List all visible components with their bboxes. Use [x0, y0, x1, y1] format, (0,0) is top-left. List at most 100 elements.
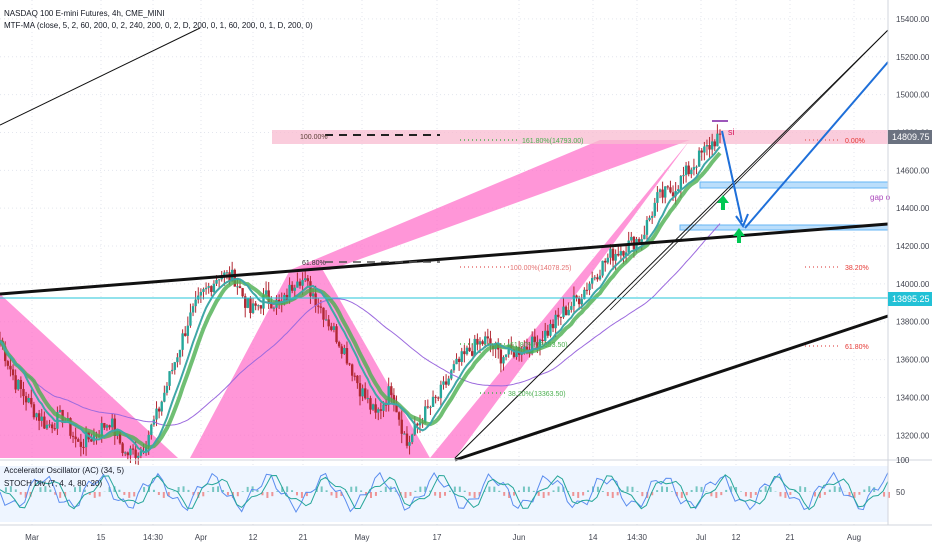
candle-body	[374, 404, 376, 412]
ac-histogram-bar	[153, 490, 155, 492]
candle-body	[437, 398, 439, 399]
ac-histogram-bar	[291, 490, 293, 492]
candle-body	[22, 389, 24, 396]
candle-body	[12, 369, 14, 375]
candle-body	[254, 303, 256, 305]
candle-body	[163, 393, 165, 402]
candle-body	[547, 331, 549, 336]
ac-histogram-bar	[656, 490, 658, 492]
ac-histogram-bar	[286, 486, 288, 492]
ac-histogram-bar	[202, 492, 204, 496]
ac-histogram-bar	[187, 490, 189, 492]
ac-histogram-bar	[582, 492, 584, 495]
candle-body	[207, 286, 209, 288]
ac-histogram-bar	[883, 492, 885, 497]
candle-body	[150, 425, 152, 435]
ac-histogram-bar	[370, 492, 372, 498]
candle-body	[661, 190, 663, 198]
candle-body	[296, 282, 298, 288]
candle-body	[327, 319, 329, 326]
candle-body	[620, 251, 622, 255]
candle-body	[596, 277, 598, 279]
candle-body	[82, 447, 84, 448]
indicator-legend[interactable]: MTF-MA (close, 5, 2, 60, 200, 0, 2, 240,…	[4, 21, 313, 30]
candle-body	[38, 413, 40, 421]
fib-label-zero: 0.00%	[845, 138, 865, 145]
ac-histogram-bar	[548, 492, 550, 496]
candle-body	[682, 175, 684, 176]
ac-histogram-bar	[587, 490, 589, 492]
candle-body	[641, 239, 643, 242]
candle-body	[453, 364, 455, 370]
candle-body	[257, 305, 259, 306]
ac-histogram-bar	[20, 492, 22, 495]
candle-body	[291, 285, 293, 291]
candle-body	[706, 145, 708, 146]
ac-histogram-bar	[631, 487, 633, 492]
candle-body	[695, 167, 697, 168]
ac-histogram-bar	[868, 486, 870, 492]
candle-body	[664, 186, 666, 197]
candle-body	[54, 428, 56, 429]
candle-body	[638, 239, 640, 242]
candle-body	[401, 420, 403, 434]
stoch-indicator-label[interactable]: STOCH Div (7, 4, 4, 80, 20)	[4, 479, 102, 488]
candle-body	[181, 333, 183, 350]
ac-histogram-bar	[572, 492, 574, 496]
candle-body	[317, 306, 319, 307]
candle-body	[218, 279, 220, 280]
foreground-drawings: 100.00%161.80%(14793.00)0.00%61.80%100.0…	[0, 28, 891, 460]
candle-body	[338, 342, 340, 346]
candle-body	[294, 288, 296, 291]
ac-histogram-bar	[804, 487, 806, 492]
candle-body	[502, 357, 504, 363]
candle-body	[406, 434, 408, 446]
ac-histogram-bar	[143, 487, 145, 492]
candle-body	[601, 261, 603, 276]
ac-histogram-bar	[503, 492, 505, 496]
ac-histogram-bar	[301, 492, 303, 498]
candle-body	[134, 450, 136, 458]
candle-body	[124, 452, 126, 453]
candle-body	[27, 398, 29, 402]
candle-body	[562, 307, 564, 318]
time-tick-label: 21	[299, 533, 308, 542]
candle-body	[612, 249, 614, 261]
ac-histogram-bar	[784, 492, 786, 498]
ac-histogram-bar	[375, 492, 377, 496]
blue-arrow-up	[745, 62, 888, 228]
candle-body	[656, 192, 658, 203]
candle-body	[703, 146, 705, 152]
ac-histogram-bar	[834, 486, 836, 492]
candle-body	[90, 439, 92, 441]
ac-histogram-bar	[602, 491, 604, 492]
ac-histogram-bar	[227, 492, 229, 495]
candle-body	[659, 190, 661, 193]
fib-label-618: 61.80%	[302, 260, 326, 267]
ac-histogram-bar	[5, 487, 7, 492]
ac-histogram-bar	[128, 492, 130, 498]
candle-body	[48, 424, 50, 425]
ac-histogram-bar	[765, 486, 767, 492]
candle-body	[210, 286, 212, 292]
candle-body	[72, 436, 74, 437]
candle-body	[361, 388, 363, 396]
candle-body	[711, 141, 713, 149]
candle-body	[103, 423, 105, 428]
candle-body	[176, 357, 178, 362]
candle-body	[249, 298, 251, 313]
candle-body	[468, 348, 470, 351]
fib-label-lower-382: 38.20%(13363.50)	[508, 391, 566, 398]
candle-body	[247, 298, 249, 308]
candle-body	[382, 405, 384, 411]
candle-body	[158, 409, 160, 412]
candle-body	[260, 305, 262, 308]
candle-body	[549, 324, 551, 336]
ac-indicator-label[interactable]: Accelerator Oscillator (AC) (34, 5)	[4, 466, 124, 475]
ac-histogram-bar	[464, 491, 466, 492]
ac-histogram-bar	[183, 486, 185, 492]
candle-body	[14, 375, 16, 389]
candle-body	[714, 141, 716, 146]
ac-histogram-bar	[434, 492, 436, 496]
ac-histogram-bar	[799, 486, 801, 492]
